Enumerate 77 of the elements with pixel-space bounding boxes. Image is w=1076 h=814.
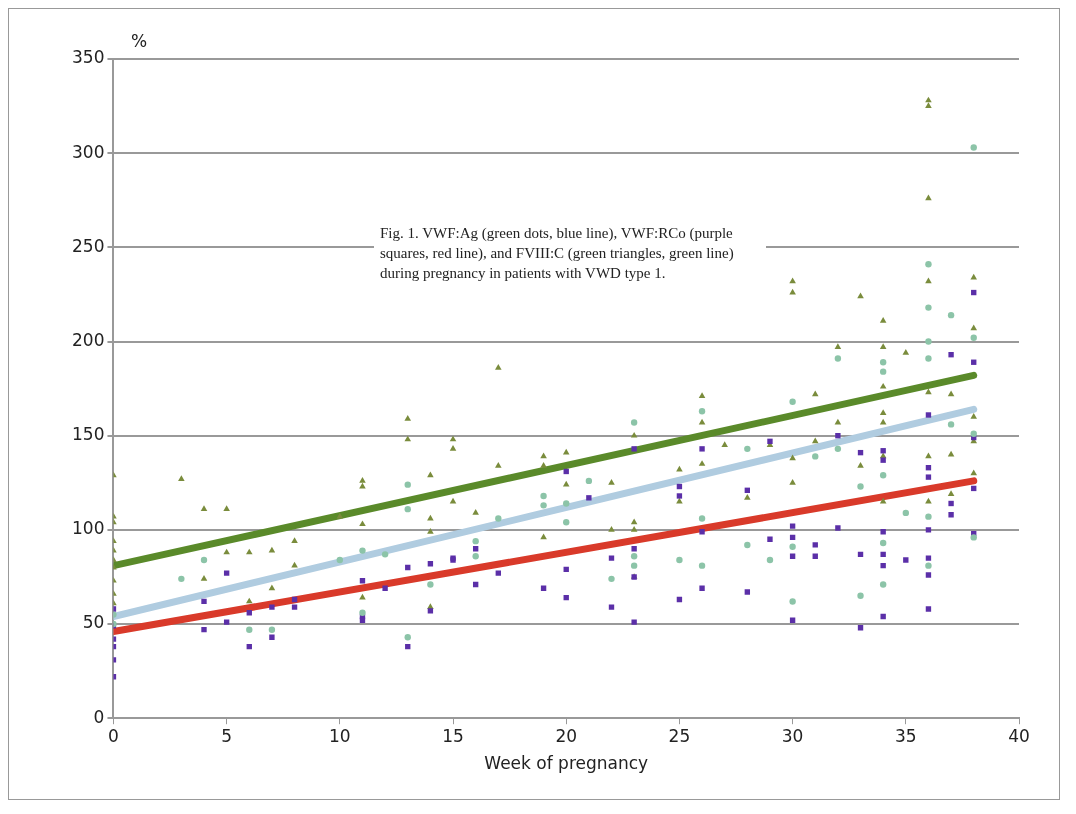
point: [472, 537, 479, 545]
point: [268, 626, 276, 633]
x-axis-title: Week of pregnancy: [484, 753, 649, 774]
point: [925, 338, 932, 345]
point: [812, 453, 819, 460]
x-tick-label: 40: [1008, 725, 1030, 746]
point: [879, 472, 887, 479]
point: [789, 598, 796, 605]
point: [947, 311, 955, 319]
point: [925, 562, 932, 569]
y-tick-label: 200: [71, 329, 105, 350]
point: [789, 543, 796, 551]
point: [336, 556, 344, 564]
point: [404, 634, 411, 641]
point: [630, 553, 638, 560]
point: [857, 592, 864, 599]
x-tick-label: 0: [108, 725, 119, 746]
x-tick-label: 10: [329, 725, 351, 746]
point: [676, 556, 683, 564]
annotation: Fig. 1. VWF:Ag (green dots, blue line), VWF:RCo (purple squares, red line), and FVIII:C (green triangles, green line) during pregnancy in patients with VWD type 1.: [374, 219, 766, 287]
point: [540, 492, 547, 500]
point: [381, 551, 389, 558]
point: [970, 534, 977, 541]
y-tick-label: 0: [93, 706, 105, 727]
x-tick-label: 20: [555, 725, 578, 746]
point: [879, 359, 887, 366]
point: [925, 513, 932, 520]
point: [834, 445, 842, 453]
point: [472, 553, 479, 560]
point: [563, 500, 570, 507]
point: [246, 626, 253, 633]
point: [970, 430, 977, 437]
point: [744, 541, 751, 549]
point: [879, 581, 887, 588]
y-tick-label: 50: [82, 612, 105, 633]
point: [427, 581, 434, 588]
point: [947, 421, 955, 428]
point: [563, 519, 570, 526]
y-tick-label: 150: [71, 424, 105, 445]
point: [970, 334, 977, 341]
point: [879, 368, 887, 375]
point: [789, 398, 796, 405]
point: [925, 355, 932, 362]
point: [698, 408, 706, 415]
y-axis-title: %: [131, 31, 148, 51]
y-tick-label: 350: [71, 47, 105, 68]
point: [630, 419, 638, 426]
x-tick-label: 35: [894, 725, 917, 746]
point: [404, 505, 411, 513]
point: [540, 502, 547, 509]
x-tick-label: 5: [221, 725, 233, 746]
point: [178, 575, 185, 583]
point: [630, 562, 638, 569]
point: [608, 575, 615, 583]
point: [834, 355, 842, 362]
point: [857, 483, 864, 490]
point: [970, 144, 977, 151]
point: [359, 609, 366, 616]
point: [925, 304, 932, 311]
point: [404, 481, 411, 488]
point: [359, 547, 366, 554]
point: [879, 539, 887, 547]
point: [698, 562, 706, 569]
x-tick-label: 30: [781, 725, 804, 746]
point: [744, 445, 751, 453]
point: [698, 515, 706, 522]
x-tick-label: 25: [668, 725, 691, 746]
y-tick-label: 100: [71, 518, 105, 539]
point: [902, 509, 910, 517]
point: [766, 556, 774, 564]
y-tick-label: 300: [71, 141, 105, 162]
point: [585, 477, 593, 485]
x-tick-label: 15: [442, 725, 464, 746]
point: [925, 261, 932, 268]
point: [200, 556, 208, 564]
point: [495, 515, 502, 522]
y-tick-label: 250: [71, 235, 105, 256]
